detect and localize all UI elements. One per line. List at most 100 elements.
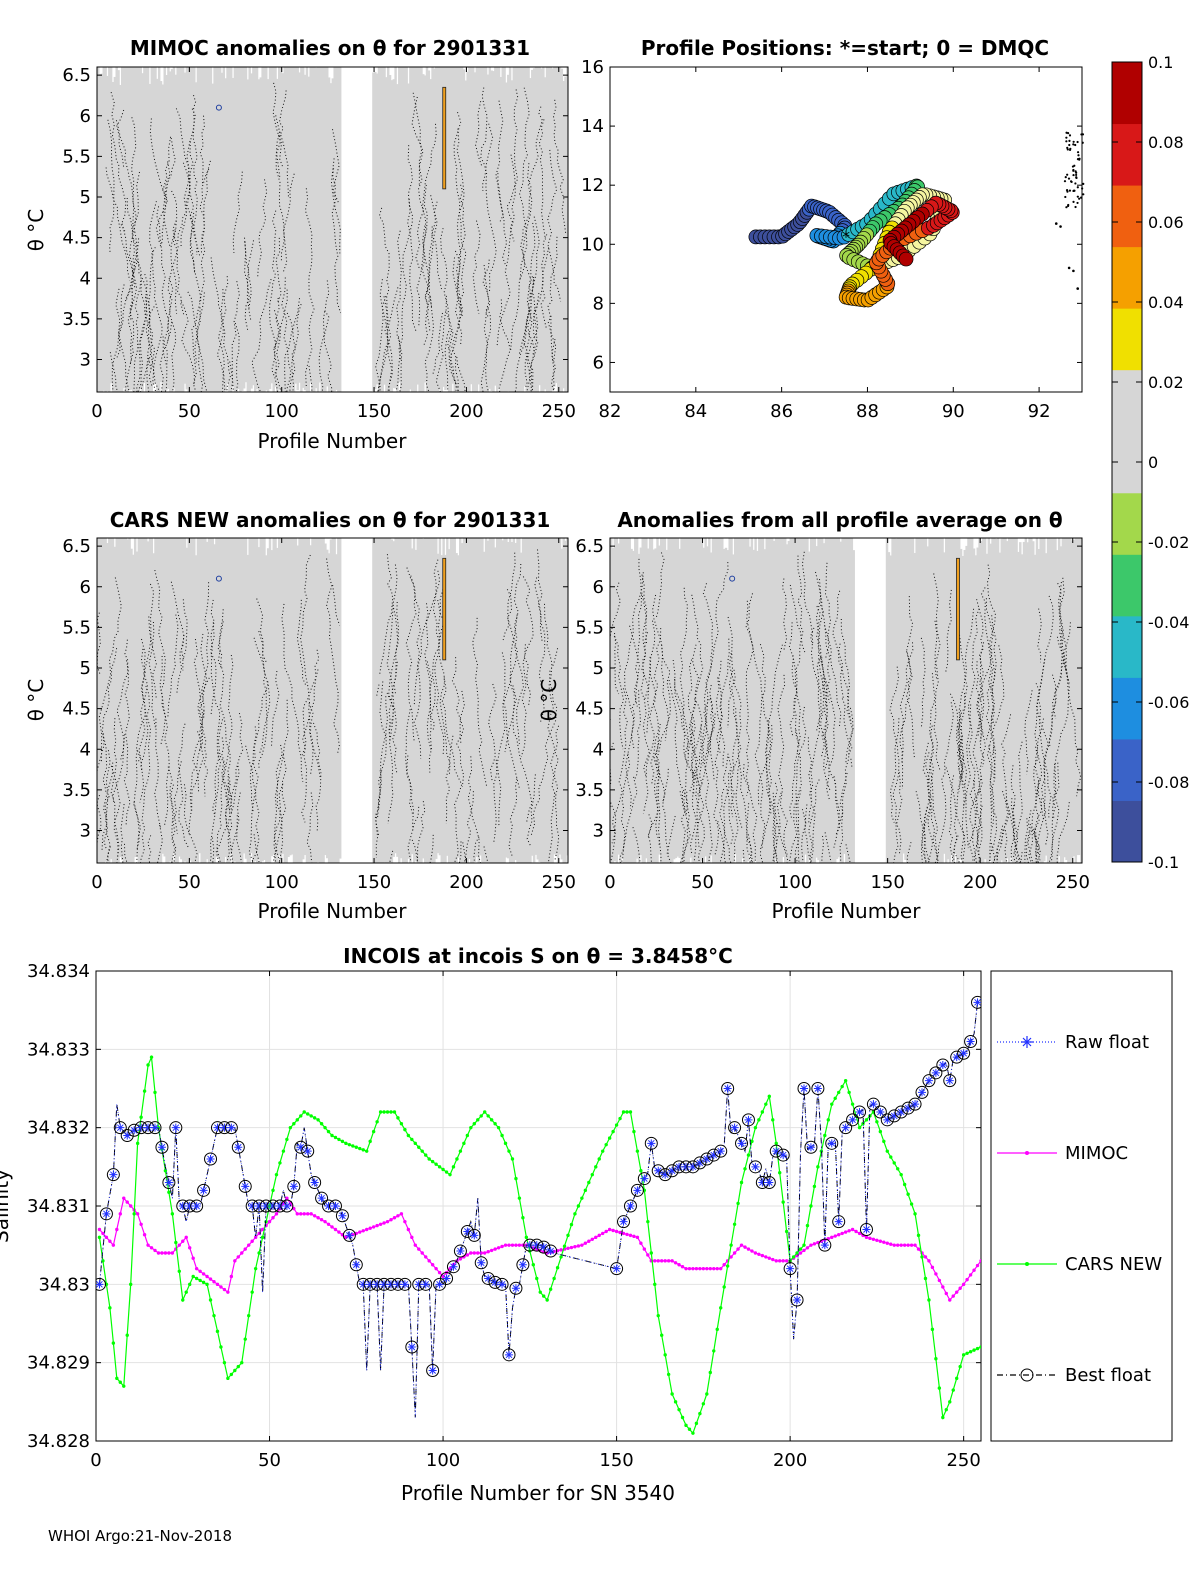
mimoc-field-column (555, 67, 558, 384)
cars-point (340, 1139, 345, 1144)
mimoc-contour (330, 158, 341, 254)
avg-field-column (656, 538, 659, 863)
avg-contour (789, 729, 800, 819)
positions-ytick-label: 6 (593, 352, 604, 373)
avg-contour (641, 632, 650, 700)
mimoc-field-column (268, 67, 272, 389)
mimoc-point (309, 1212, 313, 1216)
best-float-marker (488, 1275, 502, 1289)
mimoc-point (337, 1230, 341, 1234)
best-float-marker (623, 1199, 637, 1213)
cars-point (673, 1400, 678, 1404)
colorbar-tick-label: -0.06 (1148, 693, 1189, 712)
avg-field-column (756, 550, 759, 863)
cars-point (458, 1149, 463, 1153)
mimoc-field-column (255, 67, 259, 390)
cars-field-column (143, 538, 146, 863)
avg-field-column (761, 538, 765, 863)
cars-point (410, 1137, 414, 1142)
mimoc-point (892, 1243, 896, 1247)
avg-field-column (730, 538, 733, 863)
avg-contour (624, 572, 644, 809)
avg-field-column (1041, 538, 1044, 863)
cars-field-column (564, 540, 567, 863)
mimoc-point (625, 1232, 629, 1237)
raw-float-marker (352, 1260, 361, 1269)
coast-dot (1076, 140, 1079, 144)
avg-field-column (1078, 538, 1081, 856)
cars-contour (410, 575, 422, 759)
avg-field-column (969, 538, 972, 863)
cars-point (455, 1157, 459, 1161)
cars-contour (424, 603, 433, 773)
avg-field-column (926, 546, 929, 863)
mimoc-field-column (484, 67, 488, 392)
cars-field-column (427, 538, 431, 863)
coast-dot (1069, 180, 1073, 183)
avg-field-column (1052, 538, 1055, 863)
cars-contour (530, 648, 559, 838)
avg-contour (647, 814, 653, 863)
best-float-marker (155, 1140, 169, 1154)
mimoc-field-column (242, 67, 246, 389)
mimoc-point (850, 1227, 855, 1232)
cars-point (382, 1110, 386, 1114)
mimoc-field-column (241, 67, 244, 391)
mimoc-point (333, 1227, 338, 1232)
cars-contour (458, 841, 462, 863)
cars-field-column (519, 552, 523, 863)
avg-contour (655, 739, 661, 847)
mimoc-point (188, 1246, 192, 1250)
mimoc-field-column (475, 67, 479, 392)
mimoc-point (385, 1219, 390, 1224)
avg-field-column (793, 538, 796, 863)
mimoc-field-column (407, 83, 410, 392)
raw-float-marker (688, 1162, 697, 1171)
cars-field-column (172, 538, 176, 854)
mimoc-field-column (124, 67, 128, 392)
cars-contour (377, 681, 387, 819)
coast-dot (1075, 176, 1078, 180)
raw-float-marker (668, 1166, 677, 1175)
mimoc-field-column (519, 67, 523, 392)
cars-point (878, 1129, 883, 1134)
avg-field-column (667, 538, 670, 863)
best-float-marker (398, 1277, 412, 1291)
cars-contour (216, 737, 226, 863)
raw-float-marker (952, 1053, 961, 1062)
cars-point (562, 1244, 567, 1248)
cars-ytick-label: 6 (80, 577, 91, 598)
raw-float-marker (255, 1202, 264, 1210)
cars-point (975, 1346, 980, 1351)
cars-point (576, 1204, 581, 1208)
avg-field-column (713, 538, 717, 863)
mimoc-contour (116, 281, 134, 359)
cars-contour (456, 690, 465, 788)
mimoc-field-column (525, 67, 528, 392)
mimoc-point (722, 1263, 726, 1267)
cars-field-column (121, 538, 124, 860)
cars-field-column (176, 538, 179, 863)
mimoc-point (399, 1212, 404, 1216)
avg-contour (850, 758, 853, 767)
cars-field-column (272, 538, 275, 855)
mimoc-ytick-label: 5 (80, 187, 91, 208)
cars-point (906, 1192, 910, 1196)
cars-field-column (331, 538, 335, 863)
mimoc-field-column (556, 67, 560, 392)
mimoc-point (365, 1227, 369, 1232)
cars-point (503, 1141, 508, 1146)
raw-float-marker (869, 1100, 878, 1109)
cars-field-column (490, 538, 493, 863)
mimoc-contour (530, 293, 540, 392)
cars-field-column (316, 538, 320, 862)
colorbar-segment (1112, 185, 1142, 248)
avg-field-column (939, 538, 942, 863)
avg-field-column (1020, 554, 1024, 863)
cars-field-column (518, 538, 521, 863)
mimoc-point (847, 1229, 851, 1233)
mimoc-field-column (261, 67, 264, 392)
raw-float-marker (619, 1217, 628, 1226)
cars-contour (227, 776, 233, 836)
mimoc-contour (552, 99, 567, 235)
